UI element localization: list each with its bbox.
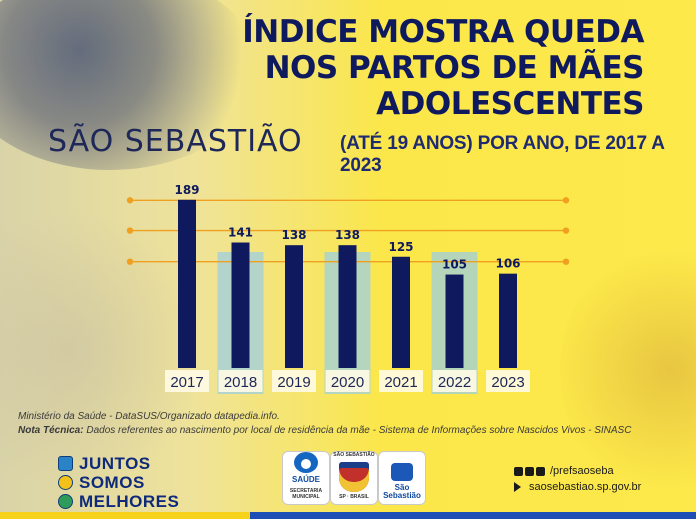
- bar: [338, 245, 357, 368]
- tick-label: 2021: [384, 374, 417, 391]
- saude-sublabel: SECRETARIA MUNICIPAL: [289, 488, 323, 500]
- gear-icon: [58, 494, 73, 509]
- brand-word-3: MELHORES: [79, 491, 180, 511]
- technical-note-text: Dados referentes ao nascimento por local…: [83, 425, 632, 436]
- technical-note-label: Nota Técnica:: [18, 425, 84, 436]
- data-label: 189: [174, 183, 199, 197]
- bar: [445, 274, 464, 368]
- background-photo-blur: [0, 200, 200, 500]
- speech-bubble-icon: [58, 456, 73, 471]
- data-label: 141: [228, 226, 253, 240]
- brand-word-2: SOMOS: [79, 472, 145, 492]
- juntos-somos-melhores-logo: JUNTOS SOMOS MELHORES: [58, 453, 180, 512]
- bar: [285, 245, 303, 368]
- tick-label-box: [432, 370, 477, 392]
- saude-logo: SAÚDE SECRETARIA MUNICIPAL: [283, 452, 329, 504]
- social-handle[interactable]: /prefsaoseba: [514, 465, 614, 477]
- gridline-dot: [126, 227, 134, 234]
- bottom-color-bar: [0, 512, 696, 519]
- tick-label: 2017: [170, 374, 203, 391]
- gridline-dot: [562, 227, 570, 234]
- saude-label: SAÚDE: [291, 475, 320, 484]
- title-line-2: NOS PARTOS DE MÃES: [264, 50, 645, 86]
- facebook-icon: [514, 466, 523, 476]
- social-handle-text: /prefsaoseba: [550, 465, 614, 477]
- x-icon: [525, 466, 534, 476]
- brand-word-1: JUNTOS: [79, 453, 151, 473]
- bar: [178, 199, 196, 368]
- arrow-right-icon: [514, 482, 521, 492]
- data-label: 106: [495, 257, 520, 271]
- tick-label-box: [379, 370, 423, 392]
- health-cross-icon: [294, 452, 318, 473]
- bar: [231, 242, 250, 368]
- tick-label: 2023: [491, 374, 524, 391]
- tick-label-box: [272, 370, 316, 392]
- tick-label-box: [325, 370, 370, 392]
- city-name: SÃO SEBASTIÃO: [48, 124, 303, 159]
- tick-label: 2018: [224, 374, 257, 391]
- tick-label: 2022: [438, 374, 471, 391]
- tick-label-box: [218, 370, 263, 392]
- tick-label-box: [165, 370, 209, 392]
- tick-label: 2020: [331, 374, 364, 391]
- website-link[interactable]: saosebastiao.sp.gov.br: [514, 481, 641, 493]
- tick-label: 2019: [277, 374, 310, 391]
- coat-top-label: SÃO SEBASTIÃO: [333, 452, 375, 458]
- title-line-1: ÍNDICE MOSTRA QUEDA: [242, 14, 644, 50]
- bar: [392, 256, 410, 368]
- gridline-dot: [562, 197, 570, 204]
- bar: [499, 273, 517, 368]
- gridline-dot: [126, 197, 134, 204]
- sao-label: São Sebastião: [383, 483, 421, 500]
- tick-label-box: [486, 370, 530, 392]
- data-label: 105: [442, 258, 467, 272]
- technical-note: Nota Técnica: Dados referentes ao nascim…: [18, 425, 631, 436]
- shield-icon: [339, 462, 369, 492]
- chart-subtitle: (ATÉ 19 ANOS) POR ANO, DE 2017 A 2023: [340, 133, 665, 176]
- coat-bottom-label: SP · BRASIL: [339, 494, 369, 500]
- source-line: Ministério da Saúde - DataSUS/Organizado…: [18, 411, 280, 422]
- sao-sebastiao-logo: São Sebastião: [379, 452, 425, 504]
- title-line-3: ADOLESCENTES: [376, 86, 644, 122]
- website-text: saosebastiao.sp.gov.br: [529, 481, 642, 493]
- data-label: 138: [335, 228, 360, 242]
- gridline-dot: [126, 258, 134, 265]
- data-label: 125: [388, 240, 413, 254]
- data-label: 138: [281, 228, 306, 242]
- city-mark-icon: [391, 463, 413, 481]
- instagram-icon: [536, 466, 545, 476]
- city-coat-of-arms: SÃO SEBASTIÃO SP · BRASIL: [331, 452, 377, 504]
- people-icon: [58, 475, 73, 490]
- gridline-dot: [562, 258, 570, 265]
